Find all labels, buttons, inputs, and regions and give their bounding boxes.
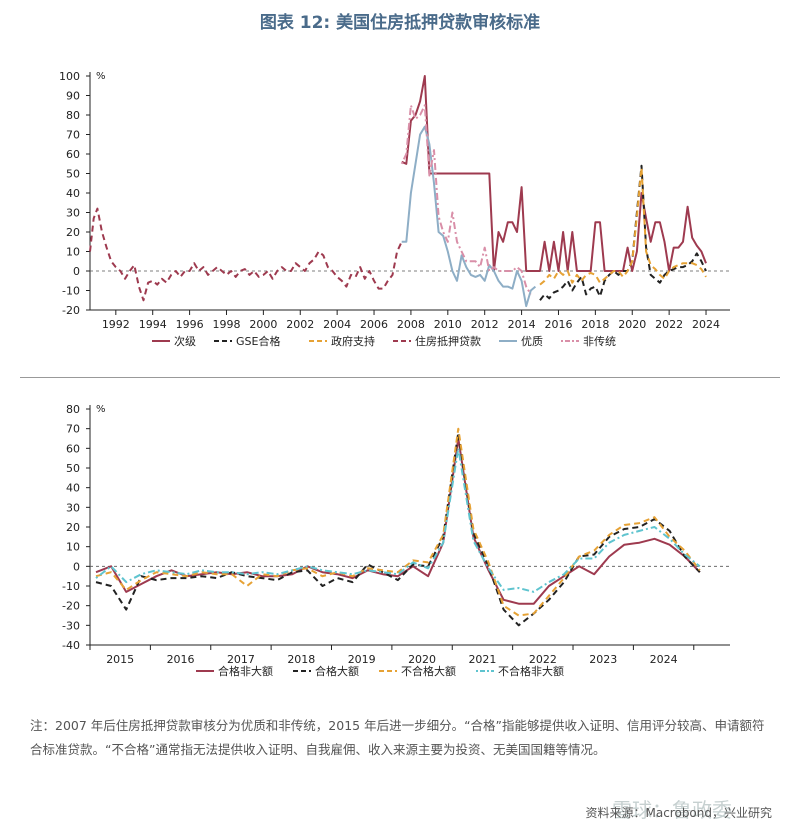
legend-label: 不合格大额: [401, 664, 456, 678]
y-tick-label: 70: [66, 423, 80, 436]
x-tick-label: 2019: [348, 653, 376, 666]
legend-label: GSE合格: [236, 334, 280, 348]
y-tick-label: 100: [59, 70, 80, 83]
x-tick-label: 2022: [655, 318, 683, 331]
x-tick-label: 2008: [397, 318, 425, 331]
x-tick-label: 2018: [581, 318, 609, 331]
x-tick-label: 2018: [287, 653, 315, 666]
x-tick-label: 1998: [212, 318, 240, 331]
y-tick-label: 60: [66, 148, 80, 161]
y-tick-label: 40: [66, 187, 80, 200]
legend-label: 非传统: [583, 335, 616, 348]
divider: [20, 377, 780, 378]
series-line-5: [401, 125, 537, 308]
y-tick-label: 0: [73, 265, 80, 278]
watermark-text: 雪球：鲁政委: [612, 798, 732, 822]
y-tick-label: 30: [66, 501, 80, 514]
y-tick-label: 20: [66, 521, 80, 534]
series-line-1: [401, 75, 707, 272]
legend-label: 不合格非大额: [498, 664, 564, 678]
x-tick-label: 2012: [471, 318, 499, 331]
series-line-2: [95, 431, 701, 627]
unit-label: %: [96, 71, 106, 82]
x-tick-label: 2006: [360, 318, 388, 331]
y-tick-label: -20: [62, 304, 80, 317]
source-text: 资料来源：Macrobond，兴业研究: [585, 806, 773, 820]
y-tick-label: 20: [66, 226, 80, 239]
x-tick-label: 2020: [618, 318, 646, 331]
y-tick-label: 90: [66, 90, 80, 103]
chart-note: 注：2007 年后住房抵押贷款审核分为优质和非传统，2015 年后进一步细分。“…: [30, 718, 765, 757]
y-tick-label: 10: [66, 246, 80, 259]
series-line-3: [539, 166, 707, 286]
x-tick-label: 2016: [544, 318, 572, 331]
series-line-4: [89, 207, 403, 302]
legend-label: 优质: [521, 335, 543, 348]
x-tick-label: 2002: [286, 318, 314, 331]
y-tick-label: 60: [66, 442, 80, 455]
y-tick-label: 70: [66, 129, 80, 142]
x-tick-label: 2024: [692, 318, 720, 331]
y-tick-label: 50: [66, 168, 80, 181]
chart-bottom: -40 -30 -20 -10 0 10 20 30 40 50 60 70 80 % 2015 2016 20…: [62, 403, 730, 678]
y-tick-label: 40: [66, 482, 80, 495]
y-tick-label: -20: [62, 600, 80, 613]
legend-label: 住房抵押贷款: [415, 334, 481, 348]
y-tick-label: 80: [66, 109, 80, 122]
x-tick-label: 2017: [227, 653, 255, 666]
y-tick-label: -10: [62, 285, 80, 298]
y-tick-label: 80: [66, 403, 80, 416]
legend-label: 政府支持: [331, 334, 375, 348]
page-title: 图表 12: 美国住房抵押贷款审核标准: [259, 13, 541, 33]
x-tick-label: 2010: [434, 318, 462, 331]
x-tick-label: 2024: [650, 653, 678, 666]
x-tick-label: 2004: [323, 318, 351, 331]
y-tick-label: 50: [66, 462, 80, 475]
y-tick-label: 30: [66, 207, 80, 220]
y-tick-label: 10: [66, 541, 80, 554]
series-line-1: [95, 437, 701, 605]
x-tick-label: 2014: [508, 318, 536, 331]
legend-label: 合格非大额: [218, 664, 273, 678]
chart-top: -20 -10 0 10 20 30 40 50 60 70 80 90 100 % 1992 1994 199…: [59, 70, 730, 348]
y-tick-label: 0: [73, 560, 80, 573]
x-tick-label: 1996: [176, 318, 204, 331]
x-tick-label: 2016: [167, 653, 195, 666]
series-line-3: [95, 427, 701, 617]
legend-label: 合格大额: [315, 664, 359, 678]
x-tick-label: 1994: [139, 318, 167, 331]
x-tick-label: 2020: [408, 653, 436, 666]
y-tick-label: -30: [62, 619, 80, 632]
legend-label: 次级: [174, 334, 196, 348]
x-tick-label: 2000: [249, 318, 277, 331]
x-tick-label: 2023: [589, 653, 617, 666]
x-tick-label: 2022: [529, 653, 557, 666]
series-line-6: [400, 104, 532, 295]
x-tick-label: 2021: [468, 653, 496, 666]
y-tick-label: -40: [62, 639, 80, 652]
x-tick-label: 2015: [106, 653, 134, 666]
series-line-4: [95, 447, 701, 593]
unit-label: %: [96, 404, 106, 415]
y-tick-label: -10: [62, 580, 80, 593]
x-tick-label: 1992: [102, 318, 130, 331]
